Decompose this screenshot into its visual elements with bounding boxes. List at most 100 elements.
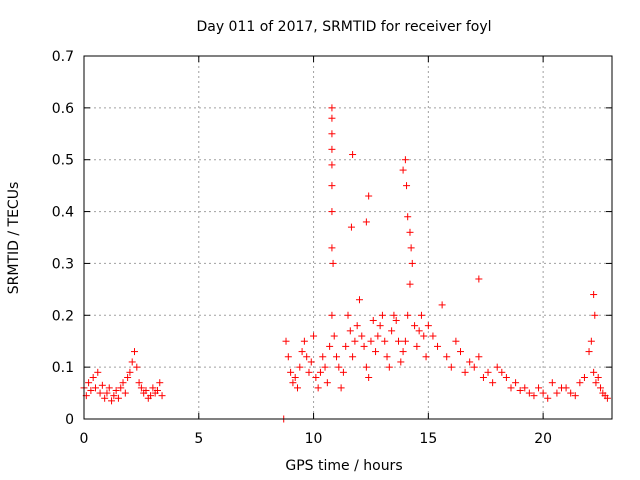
data-point [355, 296, 363, 304]
data-point [399, 348, 407, 356]
data-point [319, 353, 327, 361]
data-point [401, 337, 409, 345]
data-point [417, 311, 425, 319]
data-point [521, 384, 529, 392]
data-point [493, 363, 501, 371]
data-point [330, 332, 338, 340]
data-point [307, 358, 315, 366]
data-point [392, 316, 400, 324]
y-tick-label: 0.2 [52, 308, 74, 324]
x-tick-label: 20 [534, 431, 552, 447]
data-point [403, 182, 411, 190]
data-point [298, 348, 306, 356]
data-point [351, 337, 359, 345]
data-point [388, 327, 396, 335]
tick-labels: 0 0.1 0.2 0.3 0.4 0.5 0.6 0.7 0 5 10 15 20 [52, 49, 552, 447]
data-point [411, 322, 419, 330]
data-point [314, 384, 322, 392]
data-point [592, 379, 600, 387]
data-point [580, 374, 588, 382]
data-point [525, 389, 533, 397]
data-point [399, 166, 407, 174]
data-point [303, 353, 311, 361]
data-point [128, 358, 136, 366]
data-point [119, 379, 127, 387]
data-point [328, 182, 336, 190]
data-point [594, 374, 602, 382]
data-point [110, 392, 118, 400]
data-point [328, 130, 336, 138]
data-point [470, 363, 478, 371]
data-point [365, 192, 373, 200]
data-point [296, 363, 304, 371]
data-point [447, 363, 455, 371]
data-point [452, 337, 460, 345]
data-point [395, 337, 403, 345]
chart-title: Day 011 of 2017, SRMTID for receiver foy… [196, 19, 491, 35]
data-point [346, 327, 354, 335]
data-point [562, 384, 570, 392]
data-point [337, 384, 345, 392]
data-point [328, 208, 336, 216]
data-point [597, 384, 605, 392]
data-point [282, 337, 290, 345]
plot-frame [83, 55, 613, 420]
data-point [335, 363, 343, 371]
data-point [101, 394, 109, 402]
y-tick-label: 0.7 [52, 49, 74, 65]
data-point [571, 392, 579, 400]
data-point [362, 363, 370, 371]
x-tick-label: 15 [419, 431, 437, 447]
data-point [133, 363, 141, 371]
x-axis-label: GPS time / hours [285, 458, 402, 474]
data-point [406, 228, 414, 236]
data-point [404, 311, 412, 319]
data-point [300, 337, 308, 345]
data-point [124, 374, 132, 382]
data-point [321, 363, 329, 371]
y-tick-label: 0.6 [52, 101, 74, 117]
data-point [293, 384, 301, 392]
data-point [429, 332, 437, 340]
data-point [385, 363, 393, 371]
data-point [344, 311, 352, 319]
data-point [149, 384, 157, 392]
data-point [383, 353, 391, 361]
data-point [443, 353, 451, 361]
data-point [328, 145, 336, 153]
data-point [328, 161, 336, 169]
data-point [590, 291, 598, 299]
data-point [358, 332, 366, 340]
data-point [381, 337, 389, 345]
data-point [96, 389, 104, 397]
data-point [420, 332, 428, 340]
data-point [142, 386, 150, 394]
data-point [121, 389, 129, 397]
data-point [590, 368, 598, 376]
data-point [415, 327, 423, 335]
data-point [291, 374, 299, 382]
data-point [512, 379, 520, 387]
data-points [80, 104, 611, 423]
data-point [339, 368, 347, 376]
data-point [603, 394, 611, 402]
data-point [424, 322, 432, 330]
data-point [353, 322, 361, 330]
data-point [553, 389, 561, 397]
data-point [372, 348, 380, 356]
x-tick-label: 5 [194, 431, 203, 447]
data-point [85, 379, 93, 387]
data-point [456, 348, 464, 356]
data-point [103, 389, 111, 397]
data-point [105, 384, 113, 392]
data-point [310, 332, 318, 340]
data-point [108, 397, 116, 405]
data-point [147, 392, 155, 400]
data-point [591, 311, 599, 319]
data-point [404, 213, 412, 221]
data-point [369, 316, 377, 324]
data-point [401, 156, 409, 164]
data-point [475, 275, 483, 283]
data-point [376, 322, 384, 330]
